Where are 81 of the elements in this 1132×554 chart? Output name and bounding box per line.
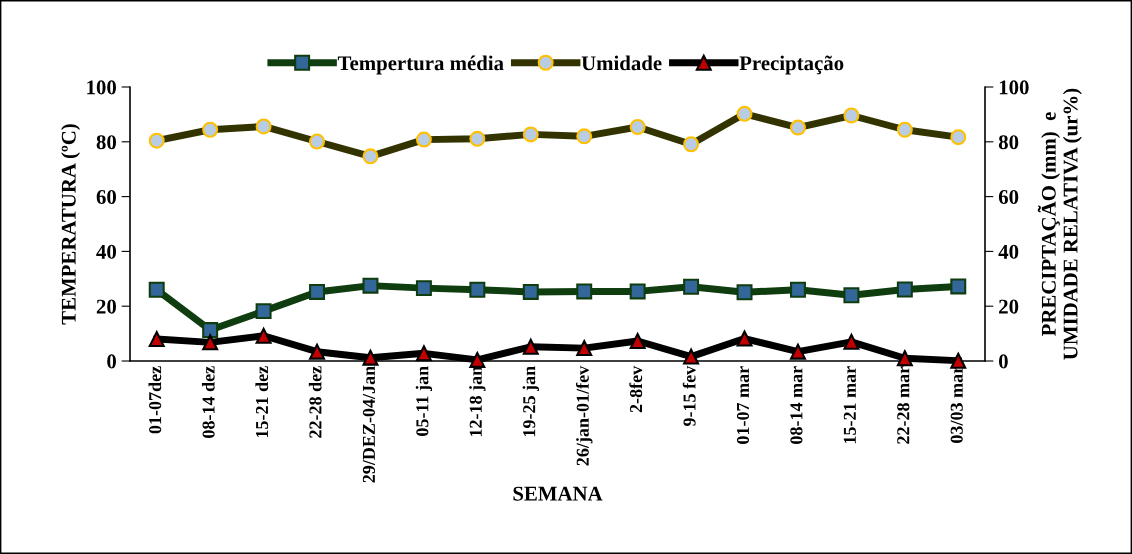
point [362,277,379,294]
x-tick-label: 22-28 mar [897,366,910,444]
point [148,132,165,149]
x-tick-label: 29/DEZ-04/Jan [362,366,375,483]
point [309,283,326,300]
point [309,133,326,150]
point [469,351,486,368]
point [148,331,165,348]
x-tick-label: 22-28 dez [308,366,322,438]
point [576,340,593,357]
x-tick-label: 15-21 mar [843,366,856,444]
point [683,136,700,153]
point [202,121,219,138]
point [843,107,860,124]
point [255,327,272,344]
x-tick-label: 03/03 mar [950,366,963,443]
x-tick-label: 15-21 dez [255,366,269,438]
point [629,333,646,349]
y2-tick-label: 0 [998,354,1008,369]
y2-tick-label: 60 [998,189,1019,205]
point [148,281,165,298]
x-tick-label: 08-14 dez [201,366,215,438]
y2-tick-label: 80 [998,135,1019,150]
legend-label: Umidade [581,55,662,71]
point [415,131,432,148]
point [576,128,593,145]
point [736,284,753,301]
point [950,352,967,369]
point [255,303,272,320]
point [629,119,646,135]
point [576,283,593,300]
legend-label: Tempertura média [337,55,504,75]
x-tick-label: 9-15 fev [682,365,696,427]
point [309,343,326,360]
point [415,345,432,362]
point [683,348,700,365]
point [522,126,539,143]
point [789,119,806,136]
point [896,121,913,138]
y2-tick-label: 20 [999,299,1019,314]
x-tick-label: 2-8fev [629,365,643,413]
y2-axis-title: PRECIPTAÇÃO (mm) e UMIDADE RELATIVA (ur%) [1037,88,1082,360]
point [950,129,967,146]
point [522,283,539,300]
y-tick-label: 20 [96,299,117,314]
point [843,287,860,304]
point [202,322,219,339]
point [469,281,486,298]
legend-label: Preciptação [739,55,844,75]
point [255,118,272,135]
point [950,278,967,295]
y-tick-label: 0 [107,354,117,369]
x-tick-label: 19-25 jan [522,366,539,437]
y-tick-label: 80 [96,135,117,150]
y2-tick-label: 40 [998,244,1019,259]
point [469,130,486,147]
point [362,148,379,165]
y-tick-label: 40 [96,244,117,259]
x-axis-title: SEMANA [513,486,603,501]
x-tick-label: 26/jan-01/fev [575,365,593,466]
point [736,105,753,122]
x-tick-label: 01-07 mar [736,366,750,444]
x-tick-label: 05-11 jan [415,366,433,436]
point [202,334,219,351]
y-axis-title: TEMPERATURA (ºC) [61,124,80,325]
point [896,350,913,367]
x-tick-label: 08-14 mar [790,366,803,444]
point [683,278,700,295]
y2-tick-label: 100 [999,80,1029,95]
point [522,338,539,355]
point [843,333,860,350]
point [629,283,646,300]
point [789,281,806,298]
y-tick-label: 100 [87,80,117,95]
point [415,280,432,297]
y-tick-label: 60 [96,189,117,205]
point [362,349,379,366]
x-tick-label: 01-07dez [148,366,162,434]
point [789,343,806,360]
point [896,281,913,298]
point [736,330,753,347]
